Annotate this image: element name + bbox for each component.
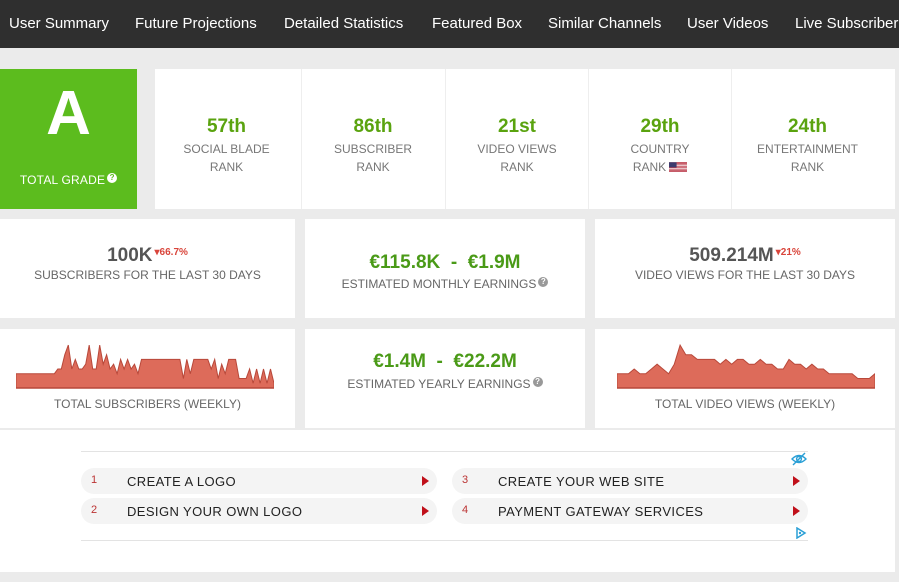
ad-number: 1	[91, 474, 98, 486]
nav-user-summary[interactable]: User Summary	[9, 15, 110, 32]
nav-detailed-statistics[interactable]: Detailed Statistics	[284, 15, 404, 32]
ad-panel: 1 CREATE A LOGO 2 DESIGN YOUR OWN LOGO 3…	[0, 430, 895, 572]
ad-bottom-divider	[81, 540, 808, 541]
rank-label: VIDEO VIEWS	[477, 142, 557, 156]
views-weekly-card: TOTAL VIDEO VIEWS (WEEKLY)	[595, 329, 895, 428]
nav-user-videos[interactable]: User Videos	[687, 15, 769, 32]
subscribers-30d-label: SUBSCRIBERS FOR THE LAST 30 DAYS	[34, 268, 261, 282]
video-views-delta: ▾21%	[775, 247, 801, 258]
yearly-earnings-label-row: ESTIMATED YEARLY EARNINGS?	[305, 377, 585, 391]
eye-slash-icon[interactable]	[791, 452, 807, 466]
question-circle-icon[interactable]: ?	[532, 377, 543, 387]
rank-label: ENTERTAINMENT	[757, 142, 858, 156]
ad-number: 4	[462, 504, 469, 516]
rank-value: 57th	[206, 116, 247, 137]
rank-label: SUBSCRIBER	[333, 142, 413, 156]
subscribers-weekly-card: TOTAL SUBSCRIBERS (WEEKLY)	[0, 329, 295, 428]
rank-sub-label: RANK	[632, 160, 667, 174]
rank-country: 29th COUNTRY RANK	[588, 69, 731, 209]
rank-sub-label: RANK	[209, 160, 244, 174]
video-views-30d-card: 509.214M ▾21% VIDEO VIEWS FOR THE LAST 30…	[595, 219, 895, 318]
ranks-card: 57th SOCIAL BLADE RANK 86th SUBSCRIBER R…	[155, 69, 895, 209]
rank-entertainment: 24th ENTERTAINMENT RANK	[731, 69, 883, 209]
subscribers-delta: ▾66.7%	[154, 247, 188, 258]
ad-top-divider	[81, 451, 808, 452]
rank-value: 21st	[497, 116, 537, 137]
ad-number: 3	[462, 474, 469, 486]
total-grade-card: A TOTAL GRADE?	[0, 69, 137, 209]
monthly-earnings-value: €115.8K - €1.9M	[369, 252, 521, 273]
rank-social-blade: 57th SOCIAL BLADE RANK	[155, 69, 298, 209]
rank-label: SOCIAL BLADE	[183, 142, 270, 156]
question-circle-icon[interactable]: ?	[538, 277, 549, 287]
monthly-earnings-label-row: ESTIMATED MONTHLY EARNINGS?	[305, 277, 585, 291]
nav-featured-box[interactable]: Featured Box	[432, 15, 523, 32]
chart-area	[617, 343, 875, 389]
views-weekly-label: TOTAL VIDEO VIEWS (WEEKLY)	[654, 397, 836, 411]
yearly-earnings-value: €1.4M - €22.2M	[373, 351, 517, 372]
rank-sub-label-row: RANK	[589, 160, 731, 174]
rank-label: COUNTRY	[630, 142, 690, 156]
yearly-earnings-label: ESTIMATED YEARLY EARNINGS	[347, 377, 531, 391]
grade-label-row: TOTAL GRADE?	[0, 173, 137, 187]
us-flag-icon	[669, 162, 688, 172]
ad-link-create-logo[interactable]: 1 CREATE A LOGO	[81, 468, 437, 494]
rank-value: 24th	[787, 116, 828, 137]
video-views-30d-value: 509.214M	[689, 245, 774, 266]
ad-link-create-website[interactable]: 3 CREATE YOUR WEB SITE	[452, 468, 808, 494]
adchoices-icon[interactable]	[795, 527, 807, 539]
grade-letter: A	[46, 79, 91, 148]
yearly-earnings-card: €1.4M - €22.2M ESTIMATED YEARLY EARNINGS…	[305, 329, 585, 428]
video-views-30d-label: VIDEO VIEWS FOR THE LAST 30 DAYS	[634, 268, 856, 282]
subscribers-delta-value: 66.7%	[159, 247, 188, 258]
ad-link-design-logo[interactable]: 2 DESIGN YOUR OWN LOGO	[81, 498, 437, 524]
play-arrow-icon	[422, 506, 429, 516]
rank-sub-label: RANK	[356, 160, 390, 174]
ad-link-text: CREATE YOUR WEB SITE	[498, 474, 665, 489]
video-views-delta-value: 21%	[780, 247, 801, 258]
rank-video-views: 21st VIDEO VIEWS RANK	[445, 69, 588, 209]
rank-value: 29th	[640, 116, 680, 137]
views-weekly-chart	[617, 343, 875, 389]
question-circle-icon[interactable]: ?	[107, 173, 118, 183]
subscribers-30d-row: 100K ▾66.7%	[0, 245, 295, 267]
rank-subscriber: 86th SUBSCRIBER RANK	[301, 69, 444, 209]
ad-number: 2	[91, 504, 98, 516]
subscribers-30d-card: 100K ▾66.7% SUBSCRIBERS FOR THE LAST 30 D…	[0, 219, 295, 318]
ad-link-text: DESIGN YOUR OWN LOGO	[127, 504, 303, 519]
rank-sub-label: RANK	[500, 160, 534, 174]
play-arrow-icon	[793, 506, 800, 516]
play-arrow-icon	[422, 476, 429, 486]
ad-link-payment-gateway[interactable]: 4 PAYMENT GATEWAY SERVICES	[452, 498, 808, 524]
play-arrow-icon	[793, 476, 800, 486]
nav-similar-channels[interactable]: Similar Channels	[548, 15, 662, 32]
rank-sub-label: RANK	[790, 160, 825, 174]
subscribers-weekly-label: TOTAL SUBSCRIBERS (WEEKLY)	[54, 397, 241, 411]
video-views-30d-row: 509.214M ▾21%	[595, 245, 895, 267]
nav-future-projections[interactable]: Future Projections	[135, 15, 257, 32]
channel-nav-bar: User Summary Future Projections Detailed…	[0, 0, 899, 48]
ad-link-text: CREATE A LOGO	[127, 474, 236, 489]
monthly-earnings-card: €115.8K - €1.9M ESTIMATED MONTHLY EARNIN…	[305, 219, 585, 318]
subscribers-weekly-chart	[16, 344, 274, 389]
ad-link-text: PAYMENT GATEWAY SERVICES	[498, 504, 704, 519]
monthly-earnings-label: ESTIMATED MONTHLY EARNINGS	[341, 277, 537, 291]
grade-label: TOTAL GRADE	[19, 173, 106, 187]
nav-live-subscriber[interactable]: Live Subscriber	[795, 15, 899, 32]
chart-area	[16, 344, 274, 389]
rank-value: 86th	[353, 116, 393, 137]
subscribers-30d-value: 100K	[107, 245, 153, 266]
